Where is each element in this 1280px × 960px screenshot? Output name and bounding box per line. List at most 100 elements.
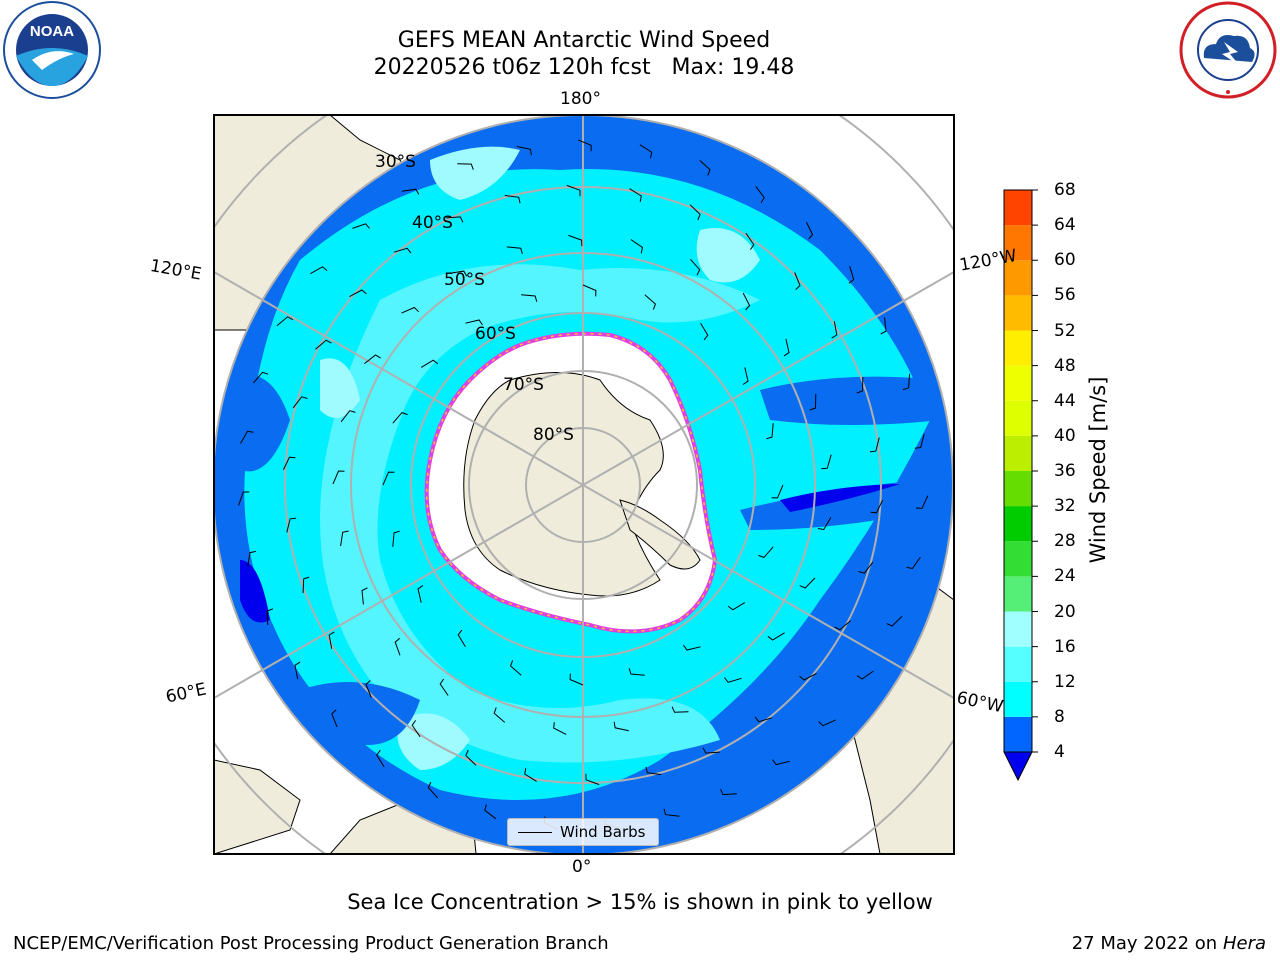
colorbar-tick-label: 40 [1054,425,1076,446]
wind-barb [754,716,773,723]
wind-barb [352,223,370,229]
colorbar-tick-label: 32 [1054,496,1076,517]
wind-barb [720,788,738,796]
wind-barb [799,672,817,681]
lon-label-180: 180° [560,89,601,109]
colorbar-segment [1004,225,1032,261]
wind-barb [392,530,400,547]
wind-barb [856,670,874,680]
colorbar-segment [1004,295,1032,331]
wind-barb [755,186,765,203]
map-legend: Wind Barbs [507,818,659,846]
colorbar-segment [1004,681,1032,717]
wind-barb-legend-label: Wind Barbs [560,823,646,841]
wind-barb [484,804,497,820]
lat-label-70s: 70°S [503,375,544,395]
colorbar-segment [1004,506,1032,542]
meridian-60e [214,484,584,699]
wind-barb [809,393,817,411]
colorbar-tick-label: 8 [1054,706,1065,727]
sea-ice-note: Sea Ice Concentration > 15% is shown in … [347,890,933,914]
colorbar-segment [1004,471,1032,507]
lat-label-60s: 60°S [475,324,516,344]
colorbar-segment [1004,400,1032,436]
colorbar-extend-arrow [1003,751,1033,782]
wind-barbs [238,139,929,830]
wind-barb [439,678,449,696]
wind-barb [286,517,297,533]
wind-barb [799,577,816,589]
meridian-60w [582,484,954,699]
wind-barb [745,232,755,250]
colorbar-segment [1004,611,1032,647]
wind-barb [566,184,581,197]
colorbar-tick-label: 36 [1054,461,1076,481]
wind-barb [629,188,642,202]
colorbar-tick-label: 56 [1054,285,1076,306]
wind-barb [253,371,269,384]
wind-barb [506,246,523,255]
wind-barb [630,239,644,254]
wind-barb [427,781,439,799]
wind-barb [310,266,328,275]
wind-barb [766,423,774,440]
colorbar-segment [1004,260,1032,296]
wind-barb [340,410,356,423]
colorbar-label: Wind Speed [m/s] [1086,376,1110,564]
wind-barb [449,270,468,277]
wind-barb [702,747,720,754]
wind-barb [292,396,308,409]
wind-barb [834,620,851,631]
colorbar-tick-label: 12 [1054,671,1076,692]
colorbar-tick-label: 28 [1054,531,1076,552]
wind-barb [420,359,439,368]
meridian-120w [582,271,954,486]
wind-barb [393,247,412,254]
wind-barb [628,668,645,676]
wind-barb [771,484,784,499]
wind-barb [671,706,689,713]
colorbar-segment [1004,716,1032,752]
wind-barb [817,517,832,531]
meridian-120e [214,271,584,486]
colorbar-tick-label: 60 [1054,250,1076,271]
colorbar-tick-label: 52 [1054,320,1076,341]
title-line-1: GEFS MEAN Antarctic Wind Speed [397,28,771,53]
wind-barb [401,188,420,195]
wind-barb [690,258,701,276]
wind-barb [524,768,537,782]
wind-barb [569,673,584,686]
colorbar-segment [1004,365,1032,401]
colorbar-tick-label: 4 [1054,742,1065,762]
wind-barb [302,576,310,594]
credit-date: 27 May 2022 on Hera [1072,933,1266,954]
wind-barb [401,306,419,314]
colorbar-segment [1004,330,1032,366]
wind-barb [365,680,372,698]
wind-barb [727,602,746,611]
wind-barb [328,631,335,649]
wind-barb [282,456,296,471]
wind-barb [578,139,592,152]
wind-barb [465,749,477,766]
wind-barb [349,289,367,298]
wind-barb [767,632,785,641]
colorbar-tick-label: 48 [1054,355,1076,376]
wind-barb [818,719,836,727]
wind-barb [856,376,864,394]
wind-barb [364,354,381,364]
wind-barb [417,585,424,603]
wind-barb [821,454,832,470]
lat-label-50s: 50°S [444,270,485,290]
lat-label-40s: 40°S [412,213,453,233]
wind-barb [568,234,583,247]
credit-machine: Hera [1222,933,1266,954]
wind-barb [742,367,749,385]
wind-barb [516,145,532,156]
wind-barb [644,294,656,310]
wind-barb [493,707,506,723]
wind-barb [869,437,880,453]
wind-barb [504,194,521,204]
colorbar [1003,189,1038,782]
